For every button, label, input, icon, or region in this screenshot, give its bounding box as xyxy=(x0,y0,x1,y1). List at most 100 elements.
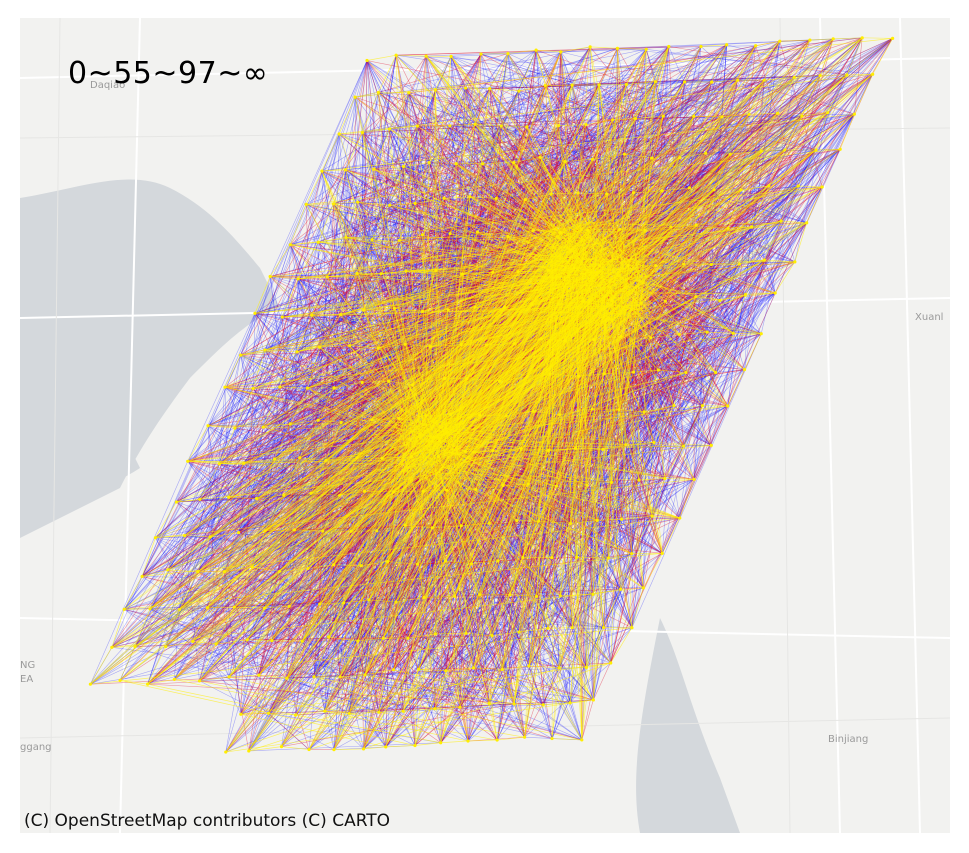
od-node xyxy=(490,634,494,638)
od-node xyxy=(619,587,623,591)
map-frame[interactable]: Daqiao Xuanl NG EA ggang Binjiang 0~55~9… xyxy=(20,18,950,833)
od-node xyxy=(541,703,545,707)
od-node xyxy=(557,666,561,670)
od-node xyxy=(471,666,476,670)
od-node xyxy=(468,195,472,199)
od-node xyxy=(530,302,534,306)
od-node xyxy=(609,661,613,665)
od-node xyxy=(731,331,735,335)
od-node xyxy=(242,461,246,465)
od-node xyxy=(448,412,453,417)
od-node xyxy=(549,192,553,196)
od-node xyxy=(300,639,304,643)
od-node xyxy=(360,130,365,135)
od-node xyxy=(762,78,766,82)
od-node xyxy=(464,631,468,635)
od-node xyxy=(394,600,398,604)
od-node xyxy=(381,636,385,640)
od-node xyxy=(626,263,630,267)
od-node xyxy=(653,80,658,84)
od-node xyxy=(534,594,539,598)
flow-map-canvas[interactable] xyxy=(20,18,950,833)
od-node xyxy=(448,231,452,236)
od-node xyxy=(531,228,535,233)
od-node xyxy=(622,152,627,156)
od-node xyxy=(422,595,426,600)
od-node xyxy=(164,645,168,649)
od-node xyxy=(563,339,567,343)
od-node xyxy=(428,345,432,349)
od-node xyxy=(631,370,636,374)
od-node xyxy=(331,202,336,206)
od-node xyxy=(516,270,520,274)
od-node xyxy=(196,570,200,574)
od-node xyxy=(749,225,754,229)
od-node xyxy=(592,337,596,342)
od-node xyxy=(296,277,300,281)
place-label-ea: EA xyxy=(20,674,34,685)
od-node xyxy=(420,233,425,237)
od-node xyxy=(891,36,895,40)
od-node xyxy=(140,574,144,579)
od-node xyxy=(525,125,529,129)
od-node xyxy=(624,82,628,87)
place-label-xuanl: Xuanl xyxy=(915,312,944,323)
od-node xyxy=(251,386,255,391)
od-node xyxy=(644,47,648,51)
od-node xyxy=(474,487,478,491)
od-node xyxy=(356,639,360,643)
od-node xyxy=(355,271,359,275)
od-node xyxy=(491,449,495,453)
od-node xyxy=(376,346,380,350)
od-node xyxy=(367,598,371,602)
od-node xyxy=(458,705,462,709)
place-label-ggang: ggang xyxy=(20,742,52,753)
od-node xyxy=(672,403,676,408)
od-node xyxy=(401,709,405,713)
od-node xyxy=(380,456,384,460)
od-node xyxy=(778,39,782,43)
od-node xyxy=(539,337,543,341)
od-node xyxy=(279,745,284,749)
od-node xyxy=(710,80,714,84)
od-node xyxy=(557,124,561,128)
od-node xyxy=(739,188,743,192)
od-node xyxy=(424,54,428,58)
od-node xyxy=(554,484,558,488)
map-attribution[interactable]: (C) OpenStreetMap contributors (C) CARTO xyxy=(24,811,391,831)
od-node xyxy=(501,483,505,488)
od-node xyxy=(316,240,320,244)
od-node xyxy=(206,424,210,428)
od-node xyxy=(495,738,499,742)
od-node xyxy=(572,266,576,270)
od-node xyxy=(427,161,431,165)
od-node xyxy=(523,198,527,202)
od-node xyxy=(263,348,267,352)
od-node xyxy=(443,559,448,563)
od-node xyxy=(508,593,512,597)
od-node xyxy=(442,196,446,200)
od-node xyxy=(488,87,492,91)
od-node xyxy=(436,455,441,459)
od-node xyxy=(253,311,257,315)
od-node xyxy=(208,535,212,539)
od-node xyxy=(239,353,243,357)
od-node xyxy=(814,148,818,152)
od-node xyxy=(415,124,419,128)
od-node xyxy=(361,747,366,751)
od-node xyxy=(233,426,237,430)
od-node xyxy=(250,565,254,569)
od-node xyxy=(742,368,747,372)
od-node xyxy=(568,701,572,705)
od-node xyxy=(546,448,550,453)
od-node xyxy=(353,95,357,99)
od-node xyxy=(611,118,615,122)
od-node xyxy=(337,132,341,136)
od-node xyxy=(538,155,542,159)
od-node xyxy=(759,149,763,153)
od-node xyxy=(546,268,551,272)
od-node xyxy=(268,274,272,279)
od-node xyxy=(650,156,654,160)
od-node xyxy=(548,372,552,376)
od-node xyxy=(800,114,804,118)
